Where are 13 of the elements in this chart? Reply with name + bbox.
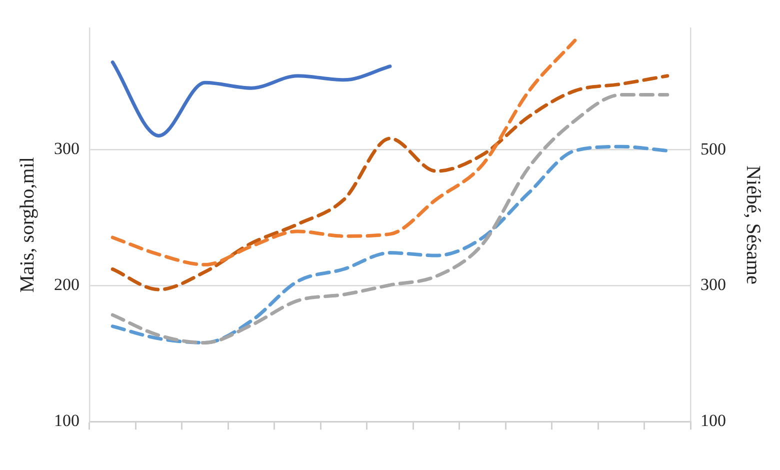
y-axis-title: Mais, sorgho,mil: [16, 156, 38, 293]
y2-axis-title: Niébé, Sésame: [742, 165, 764, 284]
line-series: [110, 38, 577, 266]
y2-tick-label: 300: [700, 275, 726, 294]
y2-tick-label: 100: [700, 411, 726, 430]
line-series: [110, 60, 392, 138]
y-tick-label: 300: [54, 138, 80, 158]
y-tick-label: 200: [54, 274, 80, 294]
y-tick-label: 100: [54, 411, 80, 430]
y2-tick-label: 500: [700, 139, 726, 158]
line-series: [110, 144, 670, 344]
line-series: [110, 93, 670, 345]
line-series: [110, 74, 670, 292]
